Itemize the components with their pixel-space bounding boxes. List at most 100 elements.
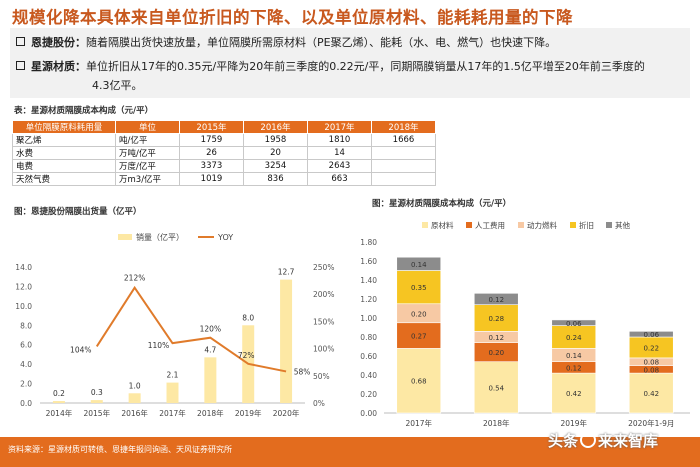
table-cell: 吨/亿平 <box>115 133 180 147</box>
table-cell: 天然气费 <box>12 172 116 186</box>
y-tick-label: 1.20 <box>360 295 377 304</box>
segment-value-label: 0.12 <box>566 364 582 372</box>
bullet-enjie: 恩捷股份：随着隔膜出货快速放量，单位隔膜所需原材料（PE聚乙烯）、能耗（水、电、… <box>16 34 556 51</box>
bar-value-label: 12.7 <box>278 268 295 277</box>
bar-value-label: 4.7 <box>204 345 216 354</box>
table-cell: 1666 <box>371 133 436 147</box>
bar-value-label: 8.0 <box>242 313 254 322</box>
stacked-bar-segment <box>551 319 597 326</box>
stacked-bar-segment <box>473 361 519 414</box>
yoy-value-label: 120% <box>200 325 221 334</box>
legend-swatch <box>422 222 428 228</box>
y-right-tick-label: 250% <box>313 263 334 272</box>
y-left-tick-label: 4.0 <box>20 360 32 369</box>
table-header-row: 单位隔膜原料耗用量 单位 2015年 2016年 2017年 2018年 <box>12 120 436 134</box>
table-row: 聚乙烯 吨/亿平 1759 1958 1810 1666 <box>12 133 436 147</box>
y-left-tick-label: 8.0 <box>20 321 32 330</box>
x-tick-label: 2018年 <box>197 408 224 418</box>
legend-label: 其他 <box>615 220 630 230</box>
y-left-tick-label: 0.0 <box>20 399 32 408</box>
y-tick-label: 1.60 <box>360 257 377 266</box>
bullet-text: 随着隔膜出货快速放量，单位隔膜所需原材料（PE聚乙烯）、能耗（水、电、燃气）也快… <box>86 36 557 49</box>
legend-label: 折旧 <box>579 220 594 230</box>
table-cell: 663 <box>307 172 372 186</box>
bar-value-label: 1.0 <box>129 381 141 390</box>
x-tick-label: 2016年 <box>121 408 148 418</box>
yoy-line <box>95 285 287 373</box>
segment-value-label: 0.42 <box>643 390 659 398</box>
table-cell: 3373 <box>179 159 244 173</box>
table-cell: 836 <box>243 172 308 186</box>
legend-label: 人工费用 <box>475 220 505 230</box>
segment-value-label: 0.20 <box>488 349 504 357</box>
y-tick-label: 0.20 <box>360 390 377 399</box>
y-tick-label: 1.80 <box>360 238 377 247</box>
watermark-prefix: 头条 <box>548 432 579 450</box>
y-tick-label: 1.00 <box>360 314 377 323</box>
table-cell: 1810 <box>307 133 372 147</box>
y-tick-label: 0.80 <box>360 333 377 342</box>
bar-value-label: 0.2 <box>53 389 65 398</box>
x-tick-label: 2015年 <box>83 408 110 418</box>
y-right-tick-label: 200% <box>313 290 334 299</box>
stacked-bar-segment <box>628 331 674 338</box>
source-note: 资料来源：星源材质可转债、恩捷年报问询函、天风证券研究所 <box>8 445 232 454</box>
segment-value-label: 0.12 <box>488 296 504 304</box>
x-tick-label: 2019年 <box>235 408 262 418</box>
stacked-bar-segment <box>396 256 442 271</box>
table-cell: 1019 <box>179 172 244 186</box>
segment-value-label: 0.14 <box>566 352 582 360</box>
bullet-xingyuan-cont: 4.3亿平。 <box>92 79 143 92</box>
table-cell: 3254 <box>243 159 308 173</box>
segment-value-label: 0.54 <box>488 384 504 392</box>
y-left-tick-label: 14.0 <box>15 263 32 272</box>
bullet-square-icon <box>16 61 25 70</box>
table-cell <box>371 172 436 186</box>
x-tick-label: 2017年 <box>159 408 186 418</box>
table-cell: 万度/亿平 <box>115 159 180 173</box>
table-cell: 26 <box>179 146 244 160</box>
table-cell: 电费 <box>12 159 116 173</box>
legend-line-label: YOY <box>217 233 233 242</box>
x-tick-label: 2019年 <box>560 418 587 428</box>
y-right-tick-label: 0% <box>313 399 325 408</box>
x-tick-label: 2018年 <box>483 418 510 428</box>
legend-swatch <box>570 222 576 228</box>
table-header: 2016年 <box>243 120 308 134</box>
legend-swatch <box>518 222 524 228</box>
segment-value-label: 0.24 <box>566 334 582 342</box>
watermark-brand: 来来智库 <box>598 432 659 450</box>
page-title: 规模化降本具体来自单位折旧的下降、以及单位原材料、能耗耗用量的下降 <box>12 8 573 27</box>
yoy-value-label: 72% <box>238 351 255 360</box>
segment-value-label: 0.12 <box>488 334 504 342</box>
segment-value-label: 0.68 <box>411 378 427 386</box>
segment-value-label: 0.27 <box>411 333 427 341</box>
y-right-tick-label: 50% <box>313 372 330 381</box>
legend-swatch <box>606 222 612 228</box>
table-cell: 水费 <box>12 146 116 160</box>
y-right-tick-label: 150% <box>313 317 334 326</box>
table-cell: 2643 <box>307 159 372 173</box>
segment-value-label: 0.35 <box>411 284 427 292</box>
bar-value-label: 2.1 <box>167 371 179 380</box>
stacked-bar-segment <box>473 293 519 306</box>
bar <box>90 400 103 403</box>
table-cell: 20 <box>243 146 308 160</box>
table-cell: 万m3/亿平 <box>115 172 180 186</box>
y-left-tick-label: 10.0 <box>15 302 32 311</box>
bar <box>52 401 65 403</box>
y-left-tick-label: 2.0 <box>20 380 32 389</box>
table-cell: 万吨/亿平 <box>115 146 180 160</box>
shipment-chart: 销量（亿平） YOY 0.0 2.0 4.0 6.0 8.0 10.0 12.0 14.0 0% 50… <box>15 232 334 418</box>
segment-value-label: 0.28 <box>488 315 504 323</box>
segment-value-label: 0.08 <box>643 359 659 367</box>
segment-value-label: 0.06 <box>643 331 659 339</box>
table-caption: 表：星源材质隔膜成本构成（元/平） <box>14 106 154 116</box>
y-left-tick-label: 12.0 <box>15 282 32 291</box>
stacked-bar-segment <box>551 372 597 414</box>
table-cell: 聚乙烯 <box>12 133 116 147</box>
table-cell <box>371 146 436 160</box>
x-tick-label: 2017年 <box>405 418 432 428</box>
legend-bar-swatch <box>118 234 132 240</box>
yoy-value-label: 104% <box>70 345 91 354</box>
